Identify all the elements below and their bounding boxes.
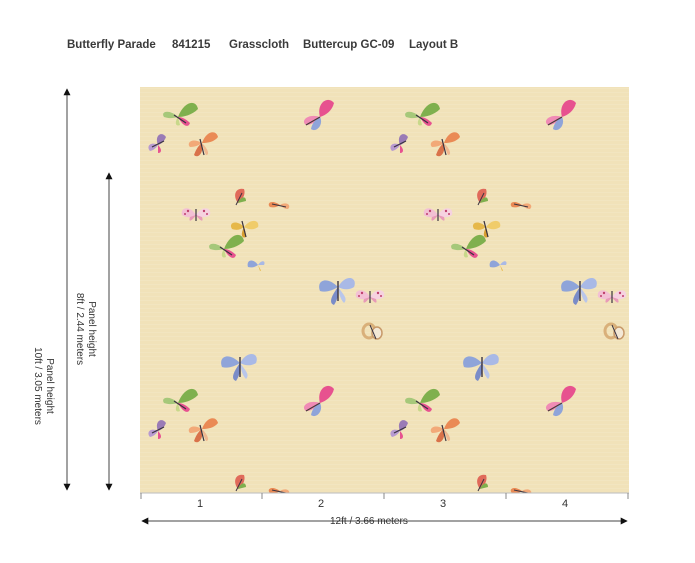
colorway: Buttercup GC-09 <box>303 39 395 51</box>
wallpaper-panel <box>140 87 629 493</box>
panel-number-4: 4 <box>561 498 569 510</box>
inner-height-label: Panel height 8ft / 2.44 meters <box>73 269 97 389</box>
outer-height-label-line1: Panel height <box>44 358 55 414</box>
sku: 841215 <box>172 39 211 51</box>
inner-height-label-line1: Panel height <box>86 301 97 357</box>
panel-number-1: 1 <box>196 498 204 510</box>
layout-label: Layout B <box>409 39 459 51</box>
material: Grasscloth <box>229 39 290 51</box>
panel-number-2: 2 <box>317 498 325 510</box>
outer-height-label-line2: 10ft / 3.05 meters <box>32 347 43 425</box>
outer-height-label: Panel height 10ft / 3.05 meters <box>31 326 55 446</box>
panel-number-3: 3 <box>439 498 447 510</box>
inner-height-label-line2: 8ft / 2.44 meters <box>74 292 85 366</box>
width-label: 12ft / 3.66 meters <box>330 516 408 527</box>
pattern-name: Butterfly Parade <box>67 39 156 51</box>
